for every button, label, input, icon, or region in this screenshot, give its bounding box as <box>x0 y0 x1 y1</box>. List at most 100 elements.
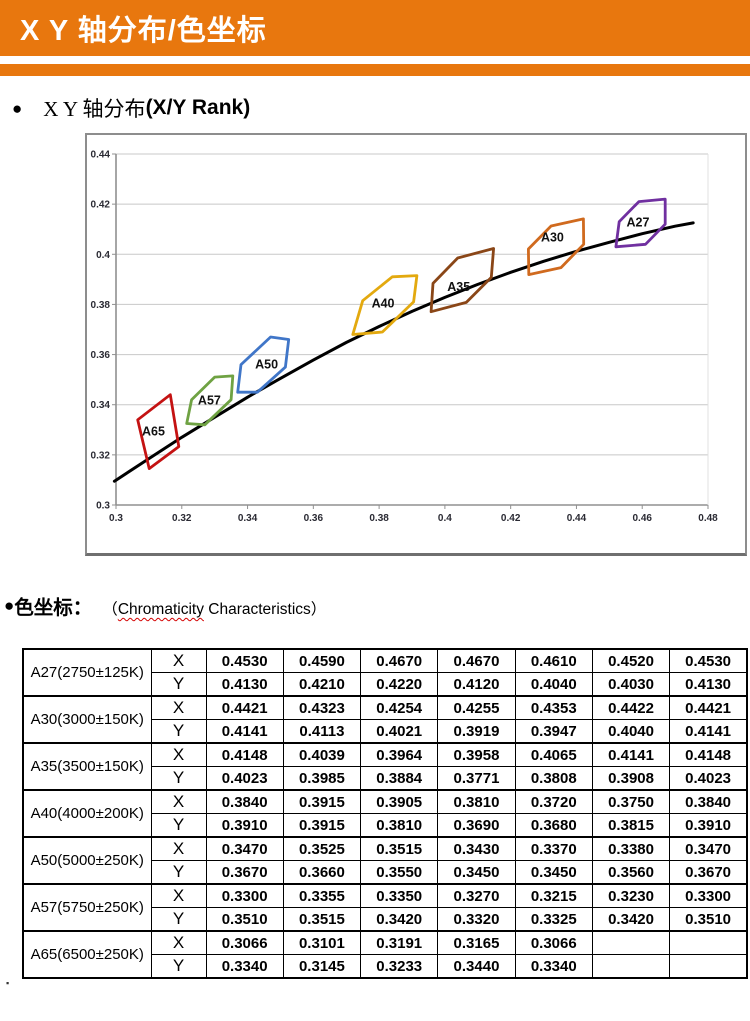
x-value-cell: 0.3300 <box>669 883 748 908</box>
y-value-cell: 0.3145 <box>282 954 362 979</box>
section-xy-title-en: (X/Y Rank) <box>145 96 251 119</box>
y-value-cell: 0.3808 <box>514 766 593 791</box>
bin-A30 <box>526 217 586 277</box>
y-value-cell: 0.4040 <box>514 672 593 697</box>
table-row: Y 0.3340 0.3145 0.3233 0.3440 0.3340 <box>23 954 748 979</box>
bin-label-A30: A30 <box>541 231 564 245</box>
locus-curve <box>112 221 695 483</box>
xy-rank-chart: 0.3 0.32 0.34 0.36 0.38 0.4 0.42 0.44 0.3 0.32 0.3… <box>85 133 747 556</box>
table-row: A65(6500±250K) X 0.3066 0.3101 0.3191 0.3165 0… <box>22 930 748 979</box>
page-header-banner: X Y 轴分布/色坐标 <box>0 0 750 56</box>
y-value-cell: 0.4141 <box>205 719 284 744</box>
x-value-cell: 0.3165 <box>437 930 516 955</box>
coord-x-header: X <box>150 836 207 861</box>
x-tick-label: 0.42 <box>501 513 521 524</box>
x-value-cell: 0.4148 <box>669 742 748 767</box>
y-value-cell: 0.4210 <box>282 672 362 697</box>
x-value-cell: 0.4323 <box>282 695 362 720</box>
x-value-cell: 0.3515 <box>360 836 439 861</box>
coord-x-header: X <box>150 789 207 814</box>
table-row: A40(4000±200K) X 0.3840 0.3915 0.3905 0.3810 0… <box>22 789 748 838</box>
bin-label-A27: A27 <box>626 216 649 230</box>
table-row: A57(5750±250K) X 0.3300 0.3355 0.3350 0.3270 0… <box>22 883 748 932</box>
coord-y-header: Y <box>150 860 207 885</box>
x-value-cell <box>591 930 671 955</box>
y-value-cell: 0.3515 <box>282 907 362 932</box>
y-tick-label: 0.44 <box>91 150 111 161</box>
y-tick-label: 0.32 <box>91 450 111 461</box>
xy-rank-chart-svg: 0.3 0.32 0.34 0.36 0.38 0.4 0.42 0.44 0.3 0.32 0.3… <box>91 150 719 525</box>
x-value-cell: 0.4255 <box>437 695 516 720</box>
x-value-cell: 0.4254 <box>360 695 439 720</box>
section-chromaticity-title: ● 色坐标： （Chromaticity Characteristics） <box>4 591 326 620</box>
y-value-cell: 0.3420 <box>591 907 671 932</box>
y-value-cell: 0.3910 <box>669 813 748 838</box>
y-value-cell: 0.3510 <box>669 907 748 932</box>
bin-A35 <box>429 247 496 314</box>
y-value-cell: 0.4021 <box>360 719 439 744</box>
stray-mark: ▪ <box>6 978 10 988</box>
y-value-cell: 0.4113 <box>282 719 362 744</box>
x-tick-label: 0.44 <box>567 513 587 524</box>
bin-label-A65: A65 <box>142 424 165 438</box>
x-value-cell: 0.4065 <box>514 742 593 767</box>
y-value-cell: 0.4220 <box>360 672 439 697</box>
y-value-cell: 0.3510 <box>205 907 284 932</box>
x-value-cell: 0.3066 <box>205 930 284 955</box>
coord-x-header: X <box>150 883 207 908</box>
y-value-cell: 0.3915 <box>282 813 362 838</box>
table-row: Y 0.4141 0.4113 0.4021 0.3919 0.3947 0.4040 0.4… <box>23 719 748 744</box>
x-value-cell: 0.3066 <box>514 930 593 955</box>
y-value-cell: 0.3670 <box>669 860 748 885</box>
x-tick-label: 0.32 <box>172 513 192 524</box>
header-accent-stripe <box>0 64 750 76</box>
coord-y-header: Y <box>150 672 207 697</box>
x-value-cell <box>669 930 748 955</box>
x-value-cell: 0.4353 <box>514 695 593 720</box>
y-tick-label: 0.4 <box>96 250 110 261</box>
bin-A65 <box>136 393 181 471</box>
bullet-icon: ● <box>12 98 23 118</box>
page-title: X Y 轴分布/色坐标 <box>20 15 267 47</box>
y-value-cell: 0.3450 <box>514 860 593 885</box>
y-value-cell: 0.4141 <box>669 719 748 744</box>
bin-A27 <box>614 197 667 249</box>
coord-y-header: Y <box>150 954 207 979</box>
bullet-icon: ● <box>4 595 15 615</box>
y-value-cell: 0.4023 <box>669 766 748 791</box>
y-value-cell: 0.3420 <box>360 907 439 932</box>
rank-label: A30(3000±150K) <box>22 695 152 744</box>
y-value-cell: 0.3233 <box>360 954 439 979</box>
table-row: Y 0.4023 0.3985 0.3884 0.3771 0.3808 0.3908 0.4… <box>23 766 748 791</box>
table-row: A30(3000±150K) X 0.4421 0.4323 0.4254 0.4255 0… <box>22 695 748 744</box>
bin-A40 <box>351 274 419 336</box>
y-value-cell: 0.3660 <box>282 860 362 885</box>
y-value-cell: 0.3440 <box>437 954 516 979</box>
x-value-cell: 0.4421 <box>669 695 748 720</box>
x-value-cell: 0.3300 <box>205 883 284 908</box>
y-value-cell: 0.3690 <box>437 813 516 838</box>
table-row: Y 0.3510 0.3515 0.3420 0.3320 0.3325 0.3420 0.3… <box>23 907 748 932</box>
y-tick-label: 0.3 <box>96 501 110 512</box>
y-tick-label: 0.34 <box>91 400 111 411</box>
y-value-cell: 0.3771 <box>437 766 516 791</box>
chromaticity-table: A27(2750±125K) X 0.4530 0.4590 0.4670 0.4670 0… <box>22 648 748 979</box>
x-value-cell: 0.3430 <box>437 836 516 861</box>
x-tick-label: 0.34 <box>238 513 258 524</box>
bin-label-A35: A35 <box>447 280 470 294</box>
y-value-cell: 0.4120 <box>437 672 516 697</box>
x-value-cell: 0.4530 <box>205 648 284 673</box>
y-value-cell: 0.3947 <box>514 719 593 744</box>
bin-A50 <box>236 335 291 394</box>
y-tick-label: 0.38 <box>91 300 111 311</box>
x-value-cell: 0.3810 <box>437 789 516 814</box>
x-value-cell: 0.4141 <box>591 742 671 767</box>
y-value-cell: 0.4030 <box>591 672 671 697</box>
y-value-cell: 0.3908 <box>591 766 671 791</box>
x-value-cell: 0.4148 <box>205 742 284 767</box>
rank-label: A50(5000±250K) <box>22 836 152 885</box>
coord-y-header: Y <box>150 719 207 744</box>
table-row: A35(3500±150K) X 0.4148 0.4039 0.3964 0.3958 0… <box>22 742 748 791</box>
coord-y-header: Y <box>150 813 207 838</box>
x-value-cell: 0.3370 <box>514 836 593 861</box>
